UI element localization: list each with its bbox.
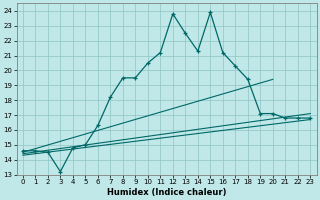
X-axis label: Humidex (Indice chaleur): Humidex (Indice chaleur)	[107, 188, 226, 197]
